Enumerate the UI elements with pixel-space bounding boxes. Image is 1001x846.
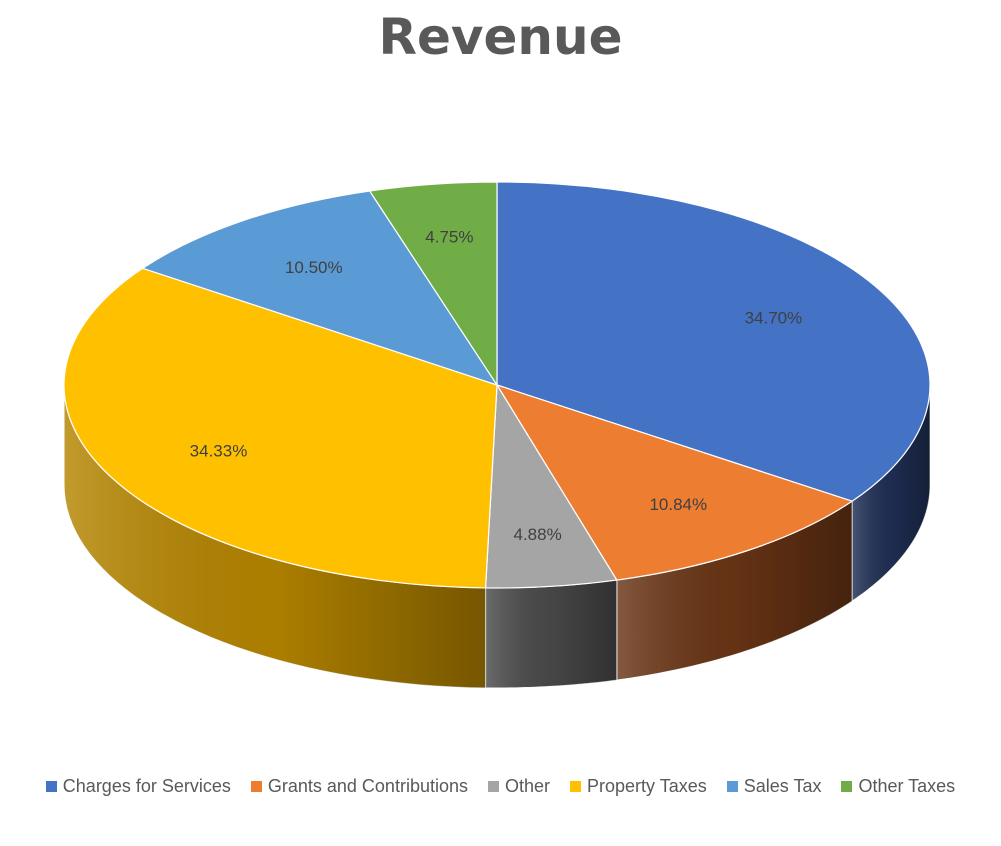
- legend-swatch: [487, 781, 499, 792]
- pie-slice-sales-tax: [141, 190, 499, 387]
- data-label-charges-for-services: 34.70%: [745, 308, 803, 327]
- pie-side-shade: [616, 501, 853, 681]
- legend-swatch: [841, 781, 853, 792]
- data-label-sales-tax: 10.50%: [285, 258, 343, 277]
- legend: Charges for Services Grants and Contribut…: [0, 776, 1001, 797]
- legend-item-other-taxes: Other Taxes: [841, 776, 955, 797]
- legend-swatch: [726, 781, 738, 792]
- data-label-other: 4.88%: [513, 525, 561, 544]
- chart-title: Revenue: [378, 8, 623, 66]
- pie-slice-charges-for-services: [496, 181, 931, 502]
- legend-label: Sales Tax: [743, 776, 822, 796]
- legend-label: Other: [504, 776, 551, 796]
- legend-label: Charges for Services: [62, 776, 231, 796]
- data-label-other-taxes: 4.75%: [425, 227, 473, 246]
- pie-slice-property-taxes: [63, 267, 498, 589]
- legend-item-sales-tax: Sales Tax: [726, 776, 822, 797]
- pie-side-shade: [64, 385, 486, 688]
- pie-slice-grants-and-contributions: [495, 383, 854, 581]
- legend-swatch: [250, 781, 262, 792]
- data-label-grants-and-contributions: 10.84%: [649, 495, 707, 514]
- legend-label: Other Taxes: [858, 776, 956, 796]
- legend-item-charges-for-services: Charges for Services: [45, 776, 231, 797]
- legend-item-grants-and-contributions: Grants and Contributions: [250, 776, 468, 797]
- legend-item-other: Other: [487, 776, 551, 797]
- pie-slice-other-taxes: [368, 181, 498, 388]
- pie-side-shade: [485, 580, 617, 688]
- pie-side-shade: [852, 385, 930, 602]
- legend-swatch: [45, 781, 57, 792]
- legend-label: Grants and Contributions: [267, 776, 468, 796]
- legend-label: Property Taxes: [587, 776, 707, 796]
- legend-swatch: [570, 781, 582, 792]
- legend-item-property-taxes: Property Taxes: [570, 776, 707, 797]
- pie-chart: 34.70% 10.84% 4.88% 34.33% 10.50% 4.75%: [63, 181, 931, 689]
- data-label-property-taxes: 34.33%: [190, 442, 248, 461]
